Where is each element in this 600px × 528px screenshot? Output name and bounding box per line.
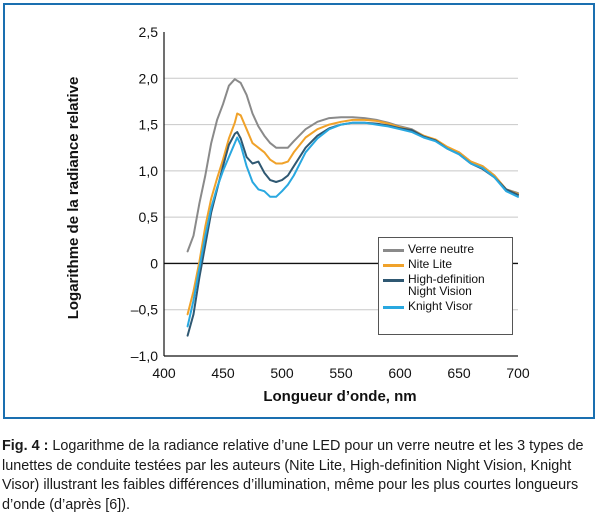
y-tick-label: 0,5: [139, 209, 159, 225]
x-tick-label: 500: [270, 365, 294, 381]
x-tick-label: 450: [211, 365, 235, 381]
legend-label: High-definition Night Vision: [408, 272, 485, 298]
legend-swatch: [383, 264, 404, 267]
legend-label: Verre neutre: [408, 242, 475, 256]
x-tick-label: 400: [152, 365, 176, 381]
x-tick-label: 600: [388, 365, 412, 381]
legend-label: Nite Lite: [408, 257, 453, 271]
legend-swatch: [383, 249, 404, 252]
legend-item: High-definition Night Vision: [383, 273, 508, 297]
chart-axes: [163, 32, 518, 357]
series-line-0: [186, 78, 519, 253]
legend-item: Nite Lite: [383, 258, 508, 270]
y-tick-label: –1,0: [131, 348, 158, 364]
y-tick-label: 1,0: [139, 163, 159, 179]
legend-item: Knight Visor: [383, 300, 508, 312]
x-tick-label: 650: [447, 365, 471, 381]
figure-caption: Fig. 4 : Logarithme de la radiance relat…: [2, 437, 598, 515]
x-tick-label: 700: [506, 365, 530, 381]
series-line-3: [186, 121, 519, 328]
series-line-1: [186, 112, 519, 316]
y-tick-label: 2,0: [139, 70, 159, 86]
legend-label: Knight Visor: [408, 299, 473, 313]
caption-label: Fig. 4 :: [2, 438, 49, 454]
caption-text: Logarithme de la radiance relative d’une…: [2, 438, 584, 513]
y-tick-label: 0: [150, 255, 158, 271]
x-tick-label: 550: [329, 365, 353, 381]
legend-item: Verre neutre: [383, 243, 508, 255]
chart-series: [186, 78, 519, 337]
figure-frame: [3, 3, 595, 419]
legend-swatch: [383, 306, 404, 309]
x-axis-label: Longueur d’onde, nm: [263, 388, 416, 405]
chart-legend: Verre neutre Nite Lite High-definition Nig…: [378, 237, 513, 335]
y-tick-label: 1,5: [139, 117, 159, 133]
y-tick-label: –0,5: [131, 302, 158, 318]
y-tick-label: 2,5: [139, 24, 159, 40]
y-axis-label: Logarithme de la radiance relative: [65, 77, 82, 320]
legend-swatch: [383, 279, 404, 282]
